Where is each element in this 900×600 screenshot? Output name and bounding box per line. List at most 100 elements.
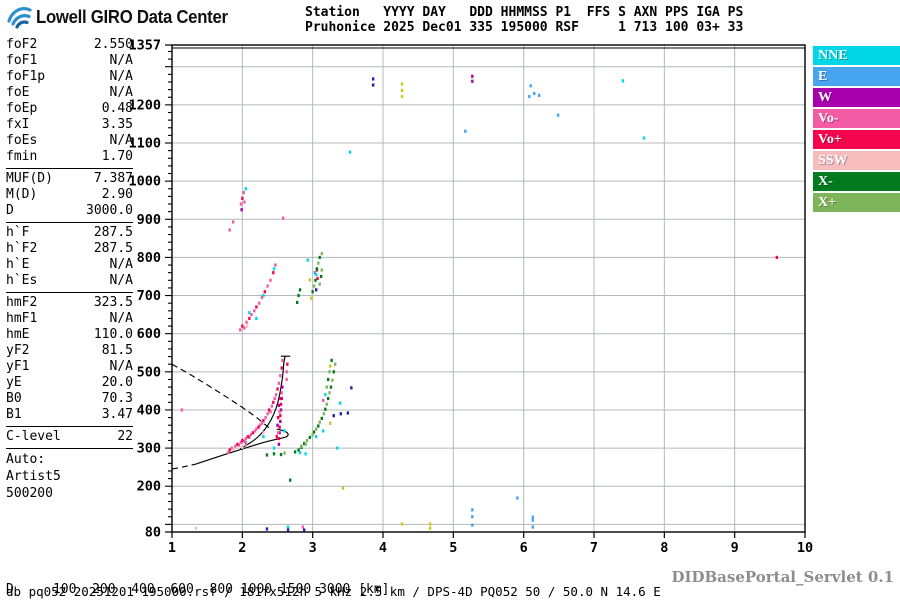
echo-series-x	[265, 255, 335, 482]
param-value: N/A	[109, 53, 133, 68]
param-row-foe: foE N/A	[6, 85, 133, 101]
echo-direction-legend: NNE E W Vo- Vo+ SSW X- X+	[813, 46, 900, 214]
y-tick-label: 600	[137, 326, 161, 342]
param-row-mufd: MUF(D) 7.387	[6, 171, 133, 187]
y-tick-label: 700	[137, 288, 161, 304]
param-label: D	[6, 203, 14, 218]
param-row-hmf2: hmF2 323.5	[6, 295, 133, 311]
param-row-yf1: yF1 N/A	[6, 359, 133, 375]
echo-series-nne	[244, 79, 646, 529]
param-row-b1: B1 3.47	[6, 407, 133, 423]
echo-series-x	[283, 252, 337, 455]
param-row-fof1: foF1 N/A	[6, 53, 133, 69]
curves-layer	[171, 355, 291, 470]
param-row-hme: hmE 110.0	[6, 327, 133, 343]
header-values-line: Pruhonice 2025 Dec01 335 195000 RSF 1 71…	[305, 20, 744, 35]
param-row-b0: B0 70.3	[6, 391, 133, 407]
param-label: hmF1	[6, 311, 38, 326]
param-label: yE	[6, 375, 22, 390]
param-label: MUF(D)	[6, 171, 53, 186]
echo-series-ssw	[194, 324, 265, 530]
y-tick-label: 800	[137, 250, 161, 266]
autoscaling-info: Auto:	[6, 452, 46, 467]
param-value: N/A	[109, 85, 133, 100]
param-label: yF1	[6, 359, 30, 374]
param-value: 70.3	[101, 391, 133, 406]
param-value: N/A	[109, 133, 133, 148]
param-row-fxi: fxI 3.35	[6, 117, 133, 133]
param-label: foF2	[6, 37, 38, 52]
echo-series-vo	[180, 190, 325, 529]
y-tick-label: 1357	[128, 38, 161, 54]
muf-distance-table: D 100 200 400 600 800 1000 1500 3000 [km…	[6, 555, 397, 600]
separator-line	[6, 448, 133, 449]
param-label: B0	[6, 391, 22, 406]
param-value: 81.5	[101, 343, 133, 358]
param-row-foes: foEs N/A	[6, 133, 133, 149]
param-row-he: h`E N/A	[6, 257, 133, 273]
x-tick-label: 10	[797, 540, 813, 556]
logo-text: Lowell GIRO Data Center	[36, 6, 228, 27]
y-tick-label: 200	[137, 479, 161, 495]
param-value: 2.550	[93, 37, 133, 52]
param-label: h`E	[6, 257, 30, 272]
param-label: foEs	[6, 133, 38, 148]
param-label: yF2	[6, 343, 30, 358]
param-value: 0.48	[101, 101, 133, 116]
y-tick-label: 1200	[128, 97, 161, 113]
x-tick-label: 3	[309, 540, 317, 556]
param-label: foF1	[6, 53, 38, 68]
servlet-watermark: DIDBasePortal_Servlet 0.1	[671, 568, 894, 586]
legend-item-e: E	[813, 67, 900, 86]
param-row-fof1p: foF1p N/A	[6, 69, 133, 85]
legend-item-ssw: SSW	[813, 151, 900, 170]
param-value: 110.0	[93, 327, 133, 342]
param-label: hmE	[6, 327, 30, 342]
param-row-hes: h`Es N/A	[6, 273, 133, 289]
param-label: fmin	[6, 149, 38, 164]
param-label: h`Es	[6, 273, 38, 288]
param-row-md: M(D) 2.90	[6, 187, 133, 203]
param-value: 323.5	[93, 295, 133, 310]
param-row-fof2: foF2 2.550	[6, 37, 133, 53]
status-line: db pq052 20251201 195000.rsf / 181fx512h…	[6, 584, 661, 599]
param-row-hf: h`F 287.5	[6, 225, 133, 241]
param-value: 287.5	[93, 241, 133, 256]
param-row-clevel: C-level 22	[6, 429, 133, 445]
scatter-layer	[180, 74, 779, 532]
separator-line	[6, 292, 133, 293]
param-row-fmin: fmin 1.70	[6, 149, 133, 165]
y-tick-label: 500	[137, 364, 161, 380]
param-value: 287.5	[93, 225, 133, 240]
param-value: 1.70	[101, 149, 133, 164]
param-value: 3.35	[101, 117, 133, 132]
legend-item-vo: Vo+	[813, 130, 900, 149]
parameter-panel: foF2 2.550 foF1 N/A foF1p N/A foE N/A foEp 0.48 fx…	[6, 37, 133, 502]
param-value: N/A	[109, 273, 133, 288]
legend-item-x: X+	[813, 193, 900, 212]
param-label: foEp	[6, 101, 38, 116]
separator-line	[6, 222, 133, 223]
echo-series-darkblue	[265, 77, 375, 532]
echo-series-e	[313, 84, 560, 529]
x-tick-label: 1	[168, 540, 176, 556]
legend-item-w: W	[813, 88, 900, 107]
curve-trace-fit	[239, 356, 286, 450]
param-value: N/A	[109, 311, 133, 326]
axis-layer: 1357120011001000900800700600500400300200…	[128, 38, 813, 557]
param-value: N/A	[109, 257, 133, 272]
param-value: 3000.0	[86, 203, 133, 218]
lowell-giro-logo: Lowell GIRO Data Center	[7, 4, 242, 30]
x-tick-label: 4	[379, 540, 387, 556]
station-header: Station YYYY DAY DDD HHMMSS P1 FFS S AXN…	[305, 5, 743, 35]
x-tick-label: 5	[449, 540, 457, 556]
param-label: h`F2	[6, 241, 38, 256]
param-row-ye: yE 20.0	[6, 375, 133, 391]
y-tick-label: 80	[145, 525, 161, 541]
separator-line	[6, 426, 133, 427]
giro-wave-icon	[7, 7, 32, 29]
y-tick-label: 300	[137, 441, 161, 457]
param-row-hf2: h`F2 287.5	[6, 241, 133, 257]
echo-series-vo	[228, 196, 779, 452]
x-tick-label: 7	[590, 540, 598, 556]
